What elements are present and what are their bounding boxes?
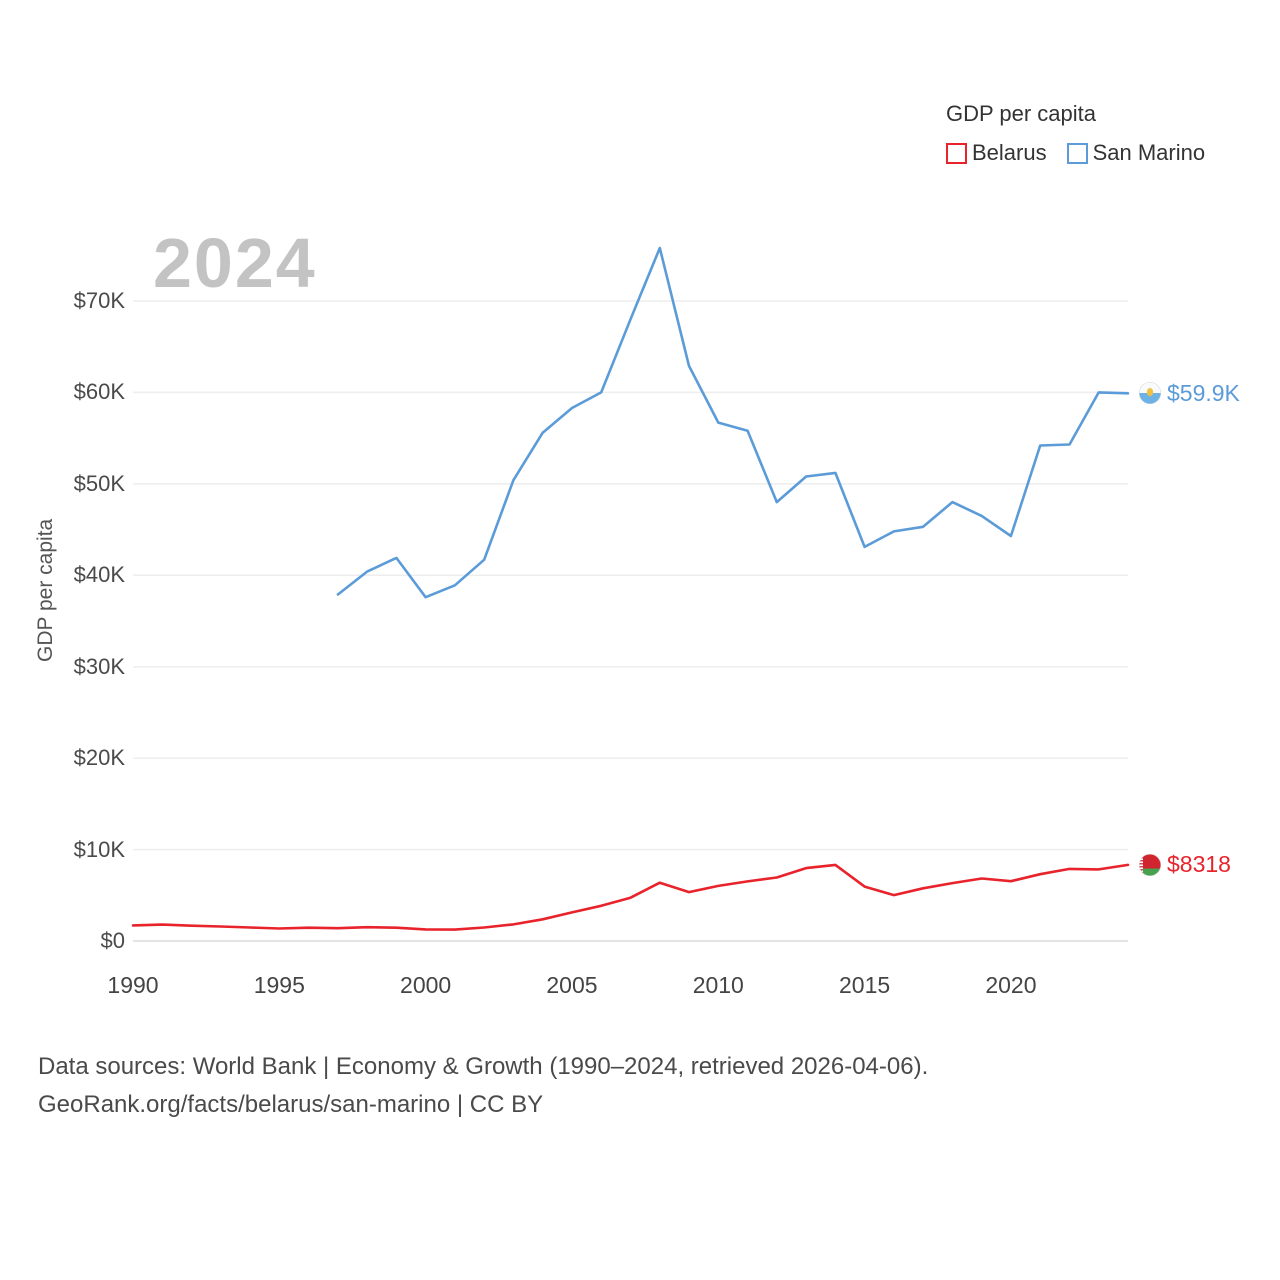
belarus-end-value: $8318: [1167, 851, 1231, 878]
x-tick-label: 2005: [546, 972, 598, 998]
legend-items: Belarus San Marino: [946, 140, 1205, 166]
belarus-swatch-icon: [946, 142, 967, 164]
x-tick-label: 2020: [985, 972, 1037, 998]
legend-item-belarus[interactable]: Belarus: [946, 140, 1047, 166]
y-tick-label: $60K: [73, 379, 125, 405]
license-line: GeoRank.org/facts/belarus/san-marino | C…: [38, 1091, 544, 1119]
san-marino-end-value: $59.9K: [1167, 379, 1240, 406]
line-san-marino[interactable]: [336, 246, 1130, 599]
legend-title: GDP per capita: [946, 101, 1097, 126]
y-tick-label: $0: [100, 928, 125, 953]
chart-legend: GDP per capita Belarus San Marino: [946, 101, 1205, 166]
y-tick-label: $20K: [73, 745, 125, 771]
data-sources-line: Data sources: World Bank | Economy & Gro…: [38, 1053, 929, 1080]
y-tick-label: $40K: [73, 562, 125, 588]
y-tick-label: $70K: [73, 288, 125, 313]
x-tick-label: 2000: [400, 972, 452, 998]
line-belarus[interactable]: [131, 863, 1130, 931]
y-tick-label: $30K: [73, 653, 125, 679]
legend-item-label: San Marino: [1092, 140, 1206, 165]
legend-item-san-marino[interactable]: San Marino: [1066, 140, 1206, 166]
x-tick-label: 1990: [107, 972, 159, 998]
legend-item-label: Belarus: [972, 140, 1047, 165]
x-tick-label: 2010: [692, 972, 744, 998]
san-marino-flag-icon: [1139, 382, 1161, 405]
y-tick-label: $10K: [73, 836, 125, 862]
san-marino-end-label: $59.9K: [1139, 379, 1240, 407]
belarus-end-label: $8318: [1139, 851, 1231, 879]
y-axis-title: GDP per capita: [34, 518, 57, 662]
san-marino-swatch-icon: [1066, 142, 1088, 164]
san-marino-emblem-icon: [1146, 387, 1154, 397]
x-tick-label: 1995: [253, 972, 305, 998]
attribution: Data sources: World Bank | Economy & Gro…: [38, 1048, 928, 1125]
x-tick-label: 2015: [839, 972, 891, 998]
year-watermark: 2024: [153, 224, 317, 302]
belarus-flag-icon: [1139, 853, 1161, 876]
y-tick-label: $50K: [73, 470, 125, 496]
